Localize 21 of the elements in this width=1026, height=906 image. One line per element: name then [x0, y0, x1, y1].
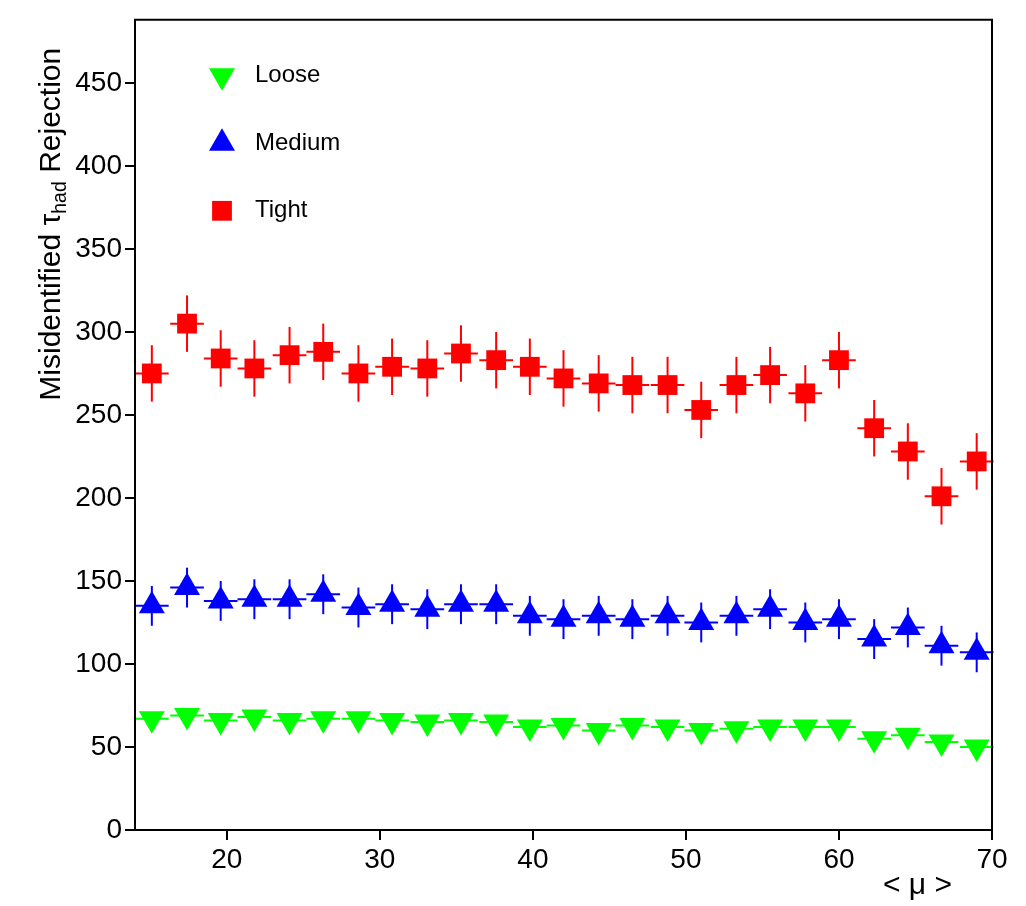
- legend-label: Tight: [255, 195, 308, 223]
- y-axis-title: Misidentified τhad Rejection: [33, 47, 71, 401]
- y-tick-label: 450: [75, 65, 122, 97]
- y-tick-label: 100: [75, 646, 122, 678]
- y-tick-label: 300: [75, 314, 122, 346]
- y-tick-label: 50: [90, 729, 122, 761]
- x-tick-label: 40: [517, 842, 549, 874]
- x-tick-label: 60: [823, 842, 855, 874]
- x-tick-label: 20: [211, 842, 243, 874]
- y-tick-label: 200: [75, 480, 122, 512]
- x-tick-label: 30: [364, 842, 396, 874]
- y-tick-label: 350: [75, 231, 122, 263]
- y-tick-label: 250: [75, 397, 122, 429]
- x-tick-label: 50: [670, 842, 702, 874]
- y-tick-label: 400: [75, 148, 122, 180]
- y-tick-label: 150: [75, 563, 122, 595]
- x-axis-title: < μ >: [883, 867, 953, 901]
- y-tick-label: 0: [106, 812, 122, 844]
- legend-label: Loose: [255, 60, 321, 88]
- x-tick-label: 70: [976, 842, 1008, 874]
- legend-label: Medium: [255, 127, 341, 155]
